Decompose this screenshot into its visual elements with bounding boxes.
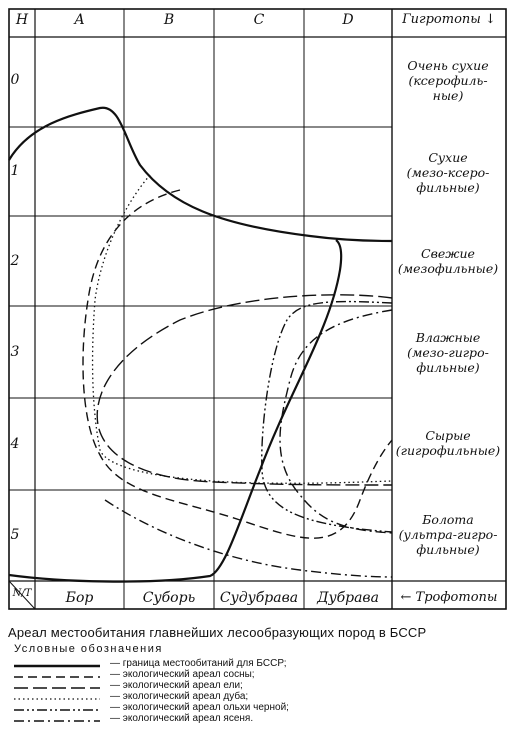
hygrotope-label-5: Болота (ультра-гигро- фильные): [398, 512, 498, 557]
curve-oak: [91, 174, 393, 484]
hygrotopes-header-label: Гигротопы: [402, 12, 481, 27]
corner-footer-nt: N/T: [12, 588, 32, 599]
legend-swatch-longdash: [14, 687, 100, 689]
row-label-1: 1: [10, 163, 20, 179]
row-label-0: 0: [10, 72, 20, 88]
legend-item-black-alder: — экологический ареал ольхи черной;: [12, 702, 412, 715]
legend-item-bssr-boundary: — граница местообитаний для БССР;: [12, 658, 412, 671]
row-label-5: 5: [10, 527, 20, 543]
curve-pine: [82, 189, 393, 539]
column-header-c: C: [253, 12, 265, 28]
legend-title: Условные обозначения: [14, 643, 163, 655]
hygrotope-label-2: Свежие (мезофильные): [397, 246, 499, 276]
column-header-d: D: [342, 12, 354, 28]
curve-ash: [104, 309, 393, 578]
curve-black-alder: [261, 300, 393, 533]
trophotope-dubrava: Дубрава: [317, 590, 379, 606]
legend-item-ash: — экологический ареал ясеня.: [12, 713, 412, 726]
grid-lines: [8, 8, 507, 610]
curve-bssr-boundary: [8, 106, 393, 583]
legend-item-oak: — экологический ареал дуба;: [12, 691, 412, 704]
legend-item-pine: — экологический ареал сосны;: [12, 669, 412, 682]
column-header-a: A: [74, 12, 85, 28]
row-label-3: 3: [10, 344, 20, 360]
column-header-b: B: [163, 12, 175, 28]
curve-spruce: [96, 294, 393, 486]
trophotope-subor: Суборь: [142, 590, 196, 606]
trophotopes-label: ← Трофотопы: [400, 590, 498, 605]
figure-caption: Ареал местообитания главнейших лесообраз…: [8, 625, 427, 640]
hygrotopes-header: Гигротопы ↓: [392, 12, 506, 27]
legend-label: — экологический ареал ели;: [110, 680, 243, 691]
legend-label: — экологический ареал сосны;: [110, 669, 255, 680]
legend-label: — экологический ареал дуба;: [110, 691, 249, 702]
arrow-down-icon: ↓: [485, 12, 496, 27]
legend-swatch-dot: [14, 698, 100, 700]
legend-item-spruce: — экологический ареал ели;: [12, 680, 412, 693]
legend-swatch-dash: [14, 676, 100, 678]
row-label-2: 2: [10, 253, 20, 269]
row-label-4: 4: [10, 436, 20, 452]
legend-label: — экологический ареал ясеня.: [110, 713, 254, 724]
corner-header-n: Н: [15, 12, 29, 28]
legend-swatch-dashdot: [14, 720, 100, 722]
legend-label: — граница местообитаний для БССР;: [110, 658, 287, 669]
legend-swatch-solid: [14, 664, 100, 668]
hygrotope-label-3: Влажные (мезо-гигро- фильные): [407, 330, 489, 375]
trophotope-sudubrava: Судубрава: [219, 590, 299, 606]
legend-label: — экологический ареал ольхи черной;: [110, 702, 289, 713]
hygrotope-label-1: Сухие (мезо-ксеро- фильные): [406, 150, 490, 195]
trophotope-bor: Бор: [65, 590, 94, 606]
hygrotope-label-4: Сырые (гигрофильные): [395, 428, 501, 458]
hygrotope-label-0: Очень сухие (ксерофиль- ные): [407, 58, 489, 103]
ecotope-grid: [8, 8, 507, 610]
legend-swatch-dashdotdot: [14, 709, 100, 711]
